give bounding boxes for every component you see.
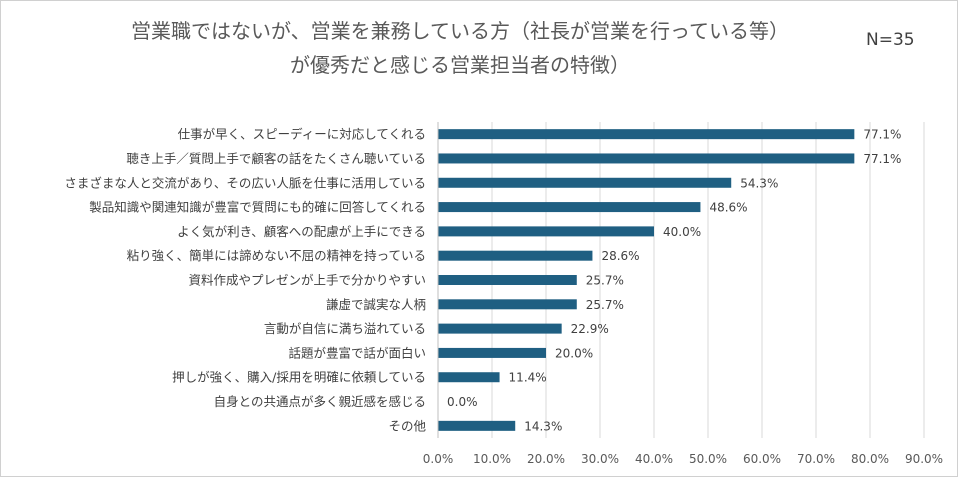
x-tick-label: 30.0%: [581, 452, 619, 466]
category-label: 聴き上手／質問上手で顧客の話をたくさん聴いている: [126, 151, 426, 166]
bar: [438, 226, 654, 237]
bar: [438, 299, 577, 310]
value-label: 28.6%: [601, 249, 639, 263]
value-label: 20.0%: [555, 346, 593, 360]
category-label: その他: [388, 418, 426, 433]
bar: [438, 177, 732, 188]
value-label: 48.6%: [709, 201, 747, 215]
value-label: 77.1%: [863, 128, 901, 142]
x-tick-label: 90.0%: [905, 452, 943, 466]
category-label: 話題が豊富で話が面白い: [288, 345, 426, 360]
bar: [438, 250, 593, 261]
bar: [438, 129, 855, 140]
bar: [438, 347, 546, 358]
x-tick-label: 40.0%: [635, 452, 673, 466]
bar: [438, 275, 577, 285]
category-label: さまざまな人と交流があり、その広い人脈を仕事に活用している: [64, 175, 426, 190]
category-label: 仕事が早く、スピーディーに対応してくれる: [178, 127, 426, 142]
x-tick-label: 80.0%: [851, 452, 889, 466]
value-label: 14.3%: [524, 419, 562, 433]
sample-size-label: N=35: [866, 30, 915, 50]
category-label: 粘り強く、簡単には諦めない不屈の精神を持っている: [127, 248, 426, 263]
value-label: 11.4%: [509, 371, 547, 385]
value-label: 0.0%: [447, 395, 478, 409]
bar: [438, 153, 855, 164]
x-tick-label: 70.0%: [797, 452, 835, 466]
value-label: 54.3%: [740, 176, 778, 190]
bar: [438, 202, 701, 213]
chart-title-line-2: が優秀だと感じる営業担当者の特徴）: [290, 53, 630, 77]
category-label: 押しが強く、購入/採用を明確に依頼している: [172, 370, 426, 385]
value-label: 25.7%: [586, 298, 624, 312]
category-label: 資料作成やプレゼンが上手で分かりやすい: [188, 273, 426, 288]
bar: [438, 372, 500, 383]
x-tick-label: 60.0%: [743, 452, 781, 466]
bar: [438, 420, 516, 431]
x-tick-label: 10.0%: [473, 452, 511, 466]
value-label: 22.9%: [571, 322, 609, 336]
value-label: 40.0%: [663, 225, 701, 239]
chart-title-line-1: 営業職ではないが、営業を兼務している方（社長が営業を行っている等）: [131, 19, 789, 43]
category-label: 自身との共通点が多く親近感を感じる: [214, 394, 426, 409]
x-tick-label: 50.0%: [689, 452, 727, 466]
category-label: 言動が自信に満ち溢れている: [264, 321, 426, 336]
x-tick-label: 0.0%: [423, 452, 454, 466]
chart-title: 営業職ではないが、営業を兼務している方（社長が営業を行っている等） が優秀だと感…: [60, 14, 860, 82]
category-label: よく気が利き、顧客への配慮が上手にできる: [177, 224, 426, 239]
value-label: 77.1%: [863, 152, 901, 166]
bar: [438, 323, 562, 334]
category-label: 謙虚で誠実な人柄: [326, 297, 426, 312]
value-label: 25.7%: [586, 274, 624, 288]
x-tick-label: 20.0%: [527, 452, 565, 466]
category-label: 製品知識や関連知識が豊富で質問にも的確に回答してくれる: [89, 200, 426, 215]
